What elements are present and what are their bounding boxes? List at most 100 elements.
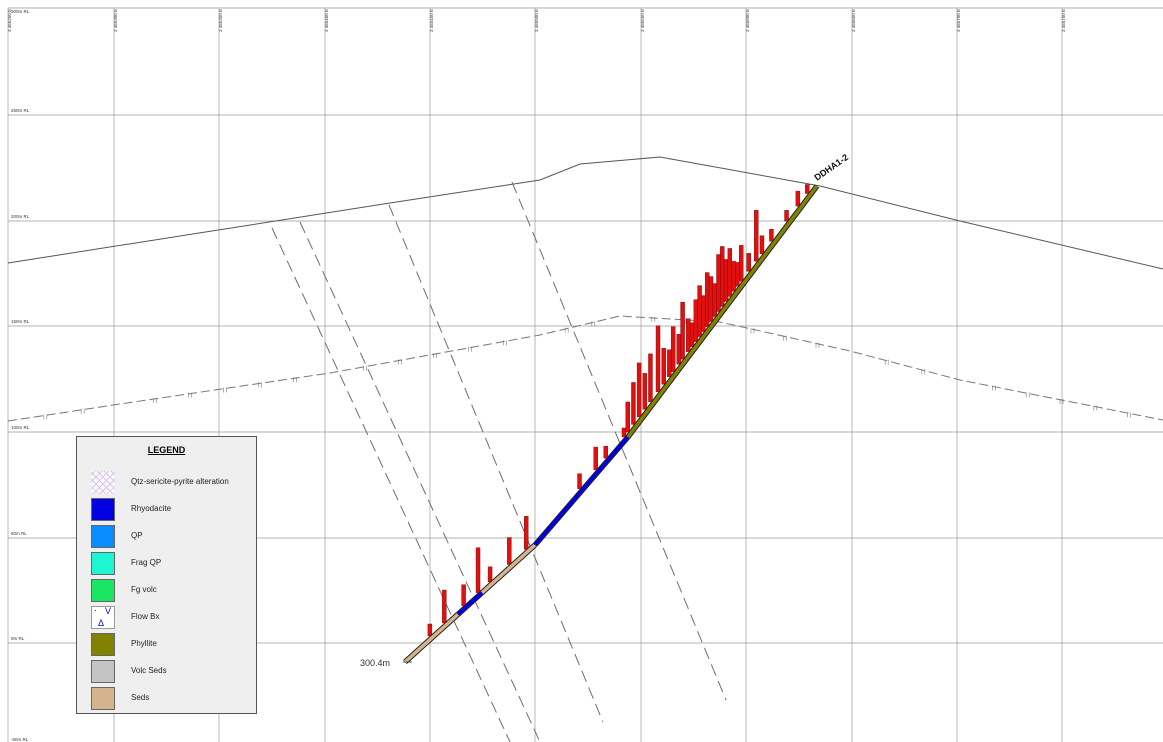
easting-label: 3 465600 E — [745, 9, 750, 32]
legend-item-qtz-sericite-pyrite: Qtz-sericite-pyrite alteration — [91, 471, 256, 494]
assay-bar — [442, 589, 447, 624]
drillhole-trace — [403, 184, 820, 665]
assay-bar — [689, 322, 695, 347]
assay-bar — [676, 334, 682, 365]
assay-bar — [759, 235, 765, 254]
assay-bar — [704, 272, 710, 327]
assay-bar — [784, 210, 789, 222]
assay-bar — [795, 190, 801, 207]
assay-bar — [727, 248, 733, 297]
legend-swatch — [91, 552, 115, 575]
legend-box: LEGEND Qtz-sericite-pyrite alteration Rh… — [76, 436, 257, 714]
assay-bar — [712, 283, 717, 317]
elevation-label: 300m RL — [11, 9, 30, 14]
section-grid — [7, 7, 1163, 742]
drillhole-interval — [626, 184, 819, 439]
easting-label: 3 465300 E — [113, 9, 118, 32]
legend-item-rhyodacite: Rhyodacite — [91, 498, 256, 521]
assay-bar — [475, 547, 481, 593]
assay-bar — [621, 427, 627, 438]
assay-bar — [693, 299, 699, 342]
crosshatch-swatch-icon — [91, 471, 115, 494]
assay-bar — [708, 276, 714, 322]
assay-bar — [661, 348, 666, 385]
assay-bar — [720, 246, 725, 307]
assay-bar — [636, 362, 642, 418]
drillhole-interval — [480, 543, 537, 594]
elevation-label: 250m RL — [11, 108, 30, 113]
assay-bar — [507, 537, 512, 565]
legend-item-qp: QP — [91, 525, 256, 548]
topography-line — [7, 156, 1163, 270]
assay-bar — [805, 184, 810, 194]
assay-bar — [697, 285, 702, 337]
assay-bar — [487, 566, 493, 583]
assay-bar — [680, 301, 685, 360]
assay-bar — [686, 318, 691, 352]
drillhole-interval — [533, 435, 630, 547]
legend-swatch — [91, 525, 115, 548]
assay-bar — [461, 584, 466, 606]
easting-labels: 3 465250 E 3 465300 E 3 465350 E 3 465400 E… — [7, 9, 1066, 32]
end-depth-label: 300.4m — [360, 658, 390, 668]
legend-item-seds: Seds — [91, 687, 256, 710]
assay-bar — [701, 295, 706, 332]
easting-label: 3 465550 E — [640, 9, 645, 32]
assay-bar — [655, 325, 661, 393]
assay-bar — [754, 210, 759, 262]
assay-bar — [735, 262, 740, 287]
assay-bar — [523, 516, 529, 550]
fault-line — [271, 227, 511, 742]
legend-swatch — [91, 633, 115, 656]
easting-label: 3 465400 E — [324, 9, 329, 32]
drillhole-name: DDHA1-2 — [812, 152, 850, 183]
easting-label: 3 465450 E — [429, 9, 434, 32]
assay-bar — [731, 261, 736, 292]
elevation-label: 0m RL — [11, 636, 25, 641]
assay-bar — [642, 373, 647, 410]
easting-label: 3 465650 E — [851, 9, 856, 32]
assay-histogram — [427, 184, 810, 637]
assay-bar — [648, 353, 653, 403]
legend-item-fg-volc: Fg volc — [91, 579, 256, 602]
legend-swatch — [91, 498, 115, 521]
elevation-label: 100m RL — [11, 425, 30, 430]
assay-bar — [577, 473, 582, 489]
legend-item-frag-qp: Frag QP — [91, 552, 256, 575]
assay-bar — [427, 623, 433, 637]
assay-bar — [769, 229, 774, 242]
elevation-label: 50m RL — [11, 531, 27, 536]
fault-line — [511, 181, 727, 701]
fault-lines — [271, 181, 727, 742]
legend-title: LEGEND — [147, 445, 186, 455]
legend-item-volc-seds: Volc Seds — [91, 660, 256, 683]
assay-bar — [716, 254, 721, 312]
assay-bar — [738, 245, 744, 282]
assay-bar — [723, 259, 729, 302]
assay-bar — [631, 382, 636, 425]
elevation-label: 150m RL — [11, 319, 30, 324]
drillhole-interval — [403, 613, 460, 664]
elevation-label: 200m RL — [11, 214, 30, 219]
assay-bar — [746, 253, 751, 272]
elevation-labels: 300m RL 250m RL 200m RL 150m RL 100m RL 50m R… — [11, 9, 30, 742]
assay-bar — [625, 401, 630, 433]
drillhole-interval — [456, 591, 484, 616]
legend-swatch — [91, 579, 115, 602]
assay-bar — [670, 326, 676, 372]
easting-label: 3 465500 E — [534, 9, 539, 32]
fault-line — [299, 221, 541, 742]
assay-bar — [667, 349, 672, 377]
elevation-label: -50m RL — [11, 737, 29, 742]
legend-item-flow-bx: · V Δ Flow Bx — [91, 606, 256, 629]
base-of-weathering-line — [7, 315, 1163, 422]
assay-bar — [593, 446, 598, 471]
flow-breccia-symbols-icon: · V Δ — [91, 606, 115, 629]
easting-label: 3 465700 E — [956, 9, 961, 32]
legend-item-phyllite: Phyllite — [91, 633, 256, 656]
easting-label: 3 465250 E — [7, 9, 12, 32]
fault-line — [388, 204, 604, 723]
legend-swatch — [91, 687, 115, 710]
easting-label: 3 465350 E — [218, 9, 223, 32]
